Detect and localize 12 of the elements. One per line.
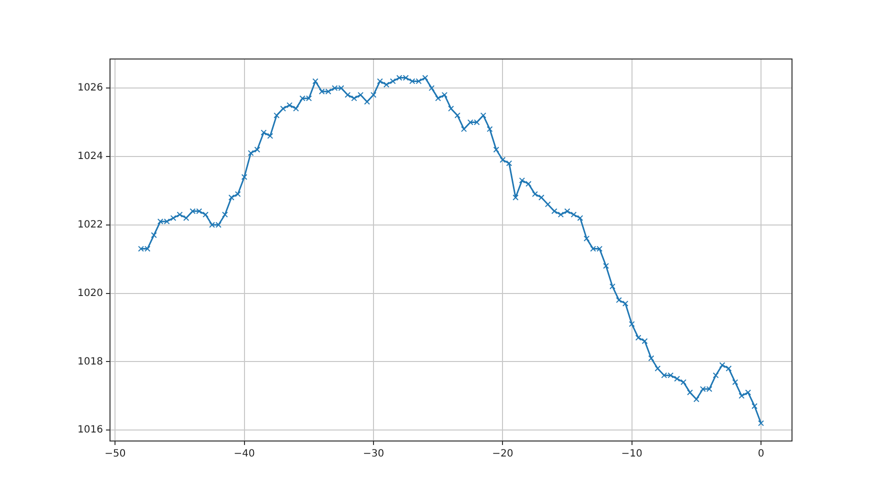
x-tick-label: 0 <box>758 448 764 460</box>
y-tick-label: 1018 <box>78 356 103 368</box>
x-tick-label: −20 <box>492 448 514 460</box>
y-tick-label: 1020 <box>78 288 103 299</box>
y-tick-label: 1026 <box>78 82 103 94</box>
y-tick-label: 1016 <box>78 424 103 436</box>
x-tick-label: −50 <box>104 448 126 460</box>
x-tick-label: −10 <box>621 448 642 460</box>
x-tick-label: −40 <box>234 448 255 460</box>
y-tick-label: 1024 <box>78 151 103 162</box>
y-tick-label: 1022 <box>78 219 103 230</box>
x-tick-label: −30 <box>362 448 384 460</box>
